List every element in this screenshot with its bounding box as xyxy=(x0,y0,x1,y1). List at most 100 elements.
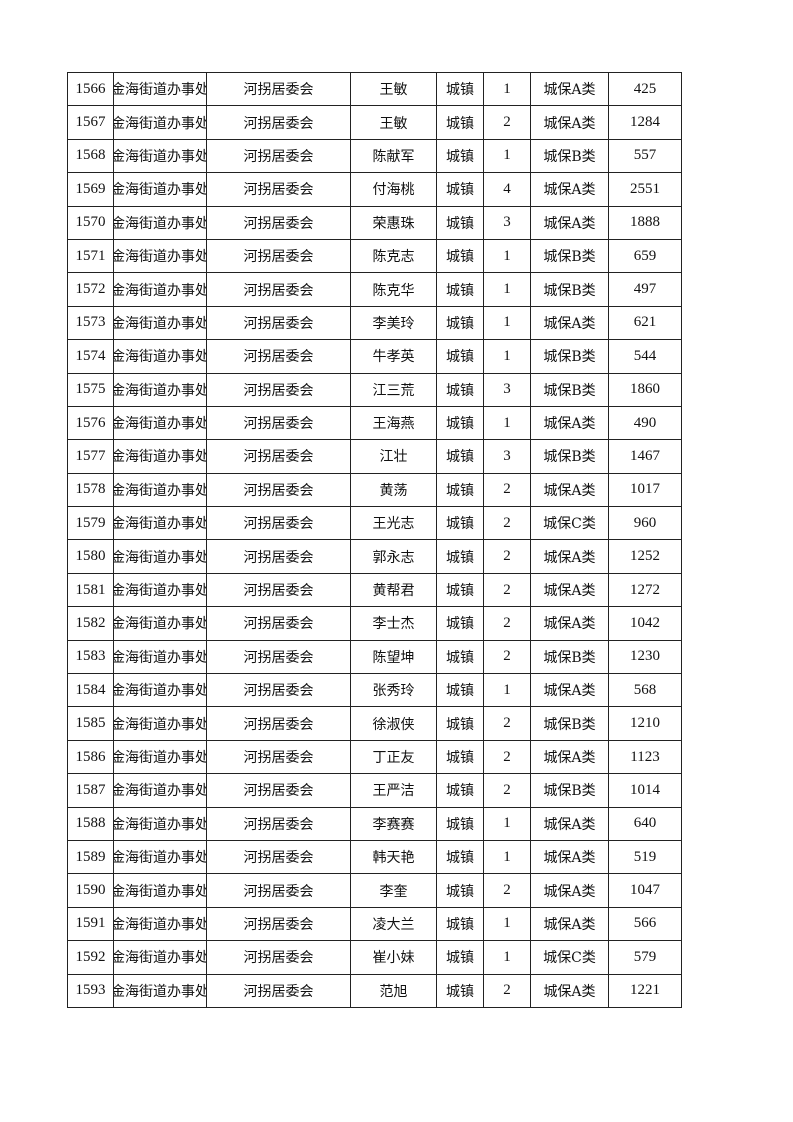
amount-cell: 566 xyxy=(608,906,682,942)
resident-name-cell: 韩天艳 xyxy=(350,839,437,875)
row-number-cell: 1588 xyxy=(67,806,114,841)
committee-cell: 河拐居委会 xyxy=(206,973,351,1008)
amount-cell: 621 xyxy=(608,305,682,341)
insurance-type-cell: 城保A类 xyxy=(530,839,609,875)
street-office-cell: 金海街道办事处 xyxy=(113,305,207,341)
row-number-cell: 1579 xyxy=(67,506,114,541)
resident-name-cell: 陈克华 xyxy=(350,272,437,307)
street-office-text: 金海街道办事处 xyxy=(113,215,207,232)
insurance-type-cell: 城保A类 xyxy=(530,71,609,107)
street-office-text: 金海街道办事处 xyxy=(113,182,207,199)
household-count-cell: 1 xyxy=(483,839,531,875)
table-row: 1591 金海街道办事处 河拐居委会 凌大兰 城镇 1 城保A类 566 xyxy=(67,906,682,942)
street-office-text: 金海街道办事处 xyxy=(113,783,207,800)
amount-cell: 1017 xyxy=(608,472,682,508)
street-office-text: 金海街道办事处 xyxy=(113,315,207,332)
street-office-text: 金海街道办事处 xyxy=(113,816,207,833)
household-count-cell: 2 xyxy=(483,506,531,541)
household-count-cell: 2 xyxy=(483,739,531,775)
street-office-cell: 金海街道办事处 xyxy=(113,405,207,441)
table-row: 1579 金海街道办事处 河拐居委会 王光志 城镇 2 城保C类 960 xyxy=(67,506,682,541)
street-office-cell: 金海街道办事处 xyxy=(113,105,207,140)
table-row: 1588 金海街道办事处 河拐居委会 李赛赛 城镇 1 城保A类 640 xyxy=(67,806,682,841)
street-office-text: 金海街道办事处 xyxy=(113,482,207,499)
insurance-type-cell: 城保A类 xyxy=(530,205,609,240)
resident-name-cell: 陈望坤 xyxy=(350,639,437,675)
resident-name-cell: 郭永志 xyxy=(350,539,437,574)
committee-cell: 河拐居委会 xyxy=(206,873,351,908)
resident-name-cell: 李士杰 xyxy=(350,606,437,641)
row-number-cell: 1583 xyxy=(67,639,114,675)
committee-cell: 河拐居委会 xyxy=(206,172,351,207)
household-count-cell: 1 xyxy=(483,71,531,107)
street-office-text: 金海街道办事处 xyxy=(113,983,207,1000)
committee-cell: 河拐居委会 xyxy=(206,940,351,975)
street-office-text: 金海街道办事处 xyxy=(113,516,207,533)
street-office-cell: 金海街道办事处 xyxy=(113,739,207,775)
street-office-cell: 金海街道办事处 xyxy=(113,205,207,240)
committee-cell: 河拐居委会 xyxy=(206,405,351,441)
committee-cell: 河拐居委会 xyxy=(206,639,351,675)
area-type-cell: 城镇 xyxy=(436,973,484,1008)
household-count-cell: 2 xyxy=(483,472,531,508)
household-count-cell: 2 xyxy=(483,973,531,1008)
amount-cell: 519 xyxy=(608,839,682,875)
area-type-cell: 城镇 xyxy=(436,773,484,808)
insurance-type-cell: 城保B类 xyxy=(530,138,609,174)
area-type-cell: 城镇 xyxy=(436,305,484,341)
area-type-cell: 城镇 xyxy=(436,372,484,407)
area-type-cell: 城镇 xyxy=(436,673,484,708)
area-type-cell: 城镇 xyxy=(436,238,484,274)
area-type-cell: 城镇 xyxy=(436,539,484,574)
amount-cell: 1047 xyxy=(608,873,682,908)
resident-name-cell: 付海桃 xyxy=(350,172,437,207)
resident-name-cell: 王光志 xyxy=(350,506,437,541)
area-type-cell: 城镇 xyxy=(436,706,484,741)
row-number-cell: 1591 xyxy=(67,906,114,942)
amount-cell: 1284 xyxy=(608,105,682,140)
amount-cell: 490 xyxy=(608,405,682,441)
row-number-cell: 1568 xyxy=(67,138,114,174)
committee-cell: 河拐居委会 xyxy=(206,339,351,374)
street-office-text: 金海街道办事处 xyxy=(113,382,207,399)
household-count-cell: 1 xyxy=(483,806,531,841)
insurance-type-cell: 城保A类 xyxy=(530,305,609,341)
amount-cell: 1252 xyxy=(608,539,682,574)
insurance-type-cell: 城保B类 xyxy=(530,773,609,808)
street-office-text: 金海街道办事处 xyxy=(113,449,207,466)
amount-cell: 1860 xyxy=(608,372,682,407)
street-office-text: 金海街道办事处 xyxy=(113,683,207,700)
resident-name-cell: 陈克志 xyxy=(350,238,437,274)
street-office-cell: 金海街道办事处 xyxy=(113,138,207,174)
row-number-cell: 1567 xyxy=(67,105,114,140)
area-type-cell: 城镇 xyxy=(436,472,484,508)
insurance-type-cell: 城保A类 xyxy=(530,973,609,1008)
area-type-cell: 城镇 xyxy=(436,138,484,174)
household-count-cell: 2 xyxy=(483,572,531,608)
committee-cell: 河拐居委会 xyxy=(206,606,351,641)
committee-cell: 河拐居委会 xyxy=(206,839,351,875)
resident-name-cell: 李奎 xyxy=(350,873,437,908)
amount-cell: 1467 xyxy=(608,439,682,474)
row-number-cell: 1566 xyxy=(67,71,114,107)
resident-name-cell: 王海燕 xyxy=(350,405,437,441)
row-number-cell: 1590 xyxy=(67,873,114,908)
household-count-cell: 1 xyxy=(483,138,531,174)
area-type-cell: 城镇 xyxy=(436,272,484,307)
table-row: 1566 金海街道办事处 河拐居委会 王敏 城镇 1 城保A类 425 xyxy=(67,71,682,107)
street-office-text: 金海街道办事处 xyxy=(113,649,207,666)
household-count-cell: 2 xyxy=(483,773,531,808)
street-office-cell: 金海街道办事处 xyxy=(113,339,207,374)
insurance-type-cell: 城保B类 xyxy=(530,639,609,675)
committee-cell: 河拐居委会 xyxy=(206,205,351,240)
insurance-type-cell: 城保A类 xyxy=(530,806,609,841)
insurance-type-cell: 城保A类 xyxy=(530,172,609,207)
street-office-cell: 金海街道办事处 xyxy=(113,639,207,675)
table-row: 1576 金海街道办事处 河拐居委会 王海燕 城镇 1 城保A类 490 xyxy=(67,405,682,441)
insurance-type-cell: 城保A类 xyxy=(530,873,609,908)
row-number-cell: 1584 xyxy=(67,673,114,708)
row-number-cell: 1569 xyxy=(67,172,114,207)
household-count-cell: 4 xyxy=(483,172,531,207)
street-office-cell: 金海街道办事处 xyxy=(113,773,207,808)
committee-cell: 河拐居委会 xyxy=(206,439,351,474)
